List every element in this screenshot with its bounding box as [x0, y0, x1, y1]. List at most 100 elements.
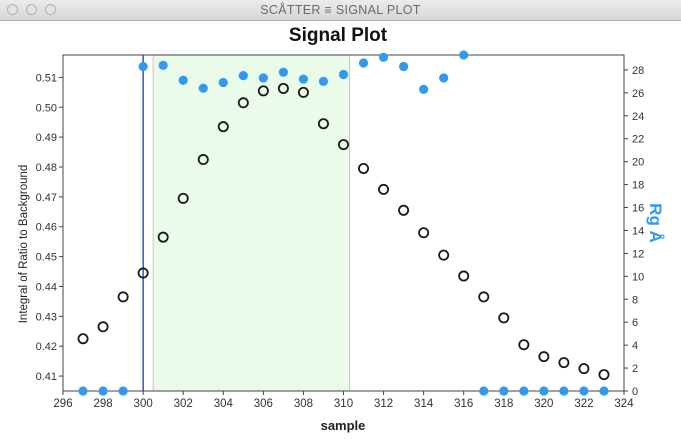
rg-point: [338, 69, 349, 80]
rg-point: [358, 58, 369, 68]
window-title: SCÅTTER ≡ SIGNAL PLOT: [260, 3, 421, 17]
rg-point: [479, 386, 489, 396]
rg-point: [318, 76, 329, 86]
zoom-window-button[interactable]: [45, 4, 56, 15]
rg-point: [158, 60, 168, 70]
signal-point: [498, 312, 510, 324]
rg-point: [378, 52, 389, 62]
signal-point: [77, 333, 89, 345]
minimize-window-button[interactable]: [26, 4, 37, 15]
rg-point: [399, 61, 409, 72]
rg-tick-label: 26: [632, 88, 644, 100]
rg-point: [559, 386, 569, 396]
rg-tick-label: 6: [632, 317, 638, 329]
rg-point: [98, 386, 108, 396]
signal-point: [418, 227, 430, 239]
signal-point: [217, 121, 229, 133]
y-tick-label: 0.42: [36, 341, 57, 353]
selected-region: [153, 55, 350, 391]
y-tick-label: 0.50: [36, 102, 57, 114]
x-tick-label: 306: [254, 398, 273, 410]
signal-point: [518, 339, 530, 351]
window-titlebar: SCÅTTER ≡ SIGNAL PLOT: [0, 0, 681, 21]
signal-point: [378, 183, 390, 195]
y-tick-label: 0.45: [36, 252, 57, 264]
x-tick-label: 310: [334, 398, 353, 410]
signal-point: [277, 82, 289, 94]
rg-point: [599, 386, 609, 396]
x-tick-label: 298: [93, 398, 112, 410]
rg-tick-label: 24: [632, 111, 644, 123]
rg-tick-label: 20: [632, 157, 644, 169]
signal-point: [438, 249, 450, 261]
rg-tick-label: 8: [632, 294, 638, 306]
rg-tick-label: 2: [632, 363, 638, 375]
y-tick-label: 0.47: [36, 192, 57, 204]
x-tick-label: 322: [574, 398, 593, 410]
rg-point: [218, 77, 228, 88]
signal-point: [137, 267, 149, 279]
x-tick-label: 318: [494, 398, 513, 410]
y-tick-label: 0.41: [36, 371, 57, 383]
signal-point: [257, 85, 269, 97]
signal-point: [317, 118, 329, 130]
rg-axis-label: Rg Å: [646, 203, 665, 243]
signal-point: [538, 351, 550, 363]
signal-plot-chart[interactable]: Signal Plot sample Integral of Ratio to …: [0, 20, 681, 440]
rg-point: [298, 74, 309, 84]
x-axis-label: sample: [321, 418, 366, 433]
rg-point: [519, 386, 529, 396]
close-window-button[interactable]: [7, 4, 18, 15]
signal-point: [458, 270, 470, 282]
rg-point: [579, 386, 589, 396]
signal-point: [598, 369, 610, 381]
rg-point: [539, 386, 549, 396]
x-tick-label: 296: [53, 398, 72, 410]
x-tick-label: 304: [214, 398, 234, 410]
signal-point: [358, 162, 370, 174]
rg-point: [419, 84, 429, 95]
signal-point: [578, 363, 590, 375]
x-tick-label: 308: [294, 398, 313, 410]
signal-point: [157, 231, 169, 243]
rg-point: [459, 50, 469, 60]
rg-point: [118, 386, 128, 396]
signal-point: [177, 192, 189, 204]
x-tick-label: 324: [614, 398, 634, 410]
signal-point: [297, 86, 309, 98]
signal-point: [558, 357, 570, 369]
y-tick-label: 0.51: [36, 72, 57, 84]
signal-point: [197, 154, 209, 166]
rg-point: [78, 386, 88, 396]
rg-tick-label: 22: [632, 134, 644, 146]
signal-point: [337, 139, 349, 151]
rg-tick-label: 10: [632, 271, 644, 283]
y-axis-label: Integral of Ratio to Background: [18, 165, 30, 324]
signal-point: [117, 291, 129, 303]
rg-point: [198, 83, 208, 93]
y-tick-label: 0.44: [36, 281, 57, 293]
rg-tick-label: 4: [632, 340, 638, 352]
rg-tick-label: 14: [632, 225, 644, 237]
x-tick-label: 320: [534, 398, 553, 410]
rg-point: [138, 61, 148, 72]
rg-point: [278, 67, 288, 77]
rg-tick-label: 0: [632, 386, 638, 398]
signal-point: [478, 291, 490, 303]
rg-point: [499, 386, 509, 396]
y-tick-label: 0.48: [36, 162, 57, 174]
rg-tick-label: 16: [632, 203, 644, 215]
rg-point: [178, 75, 188, 85]
y-tick-label: 0.43: [36, 311, 57, 323]
rg-tick-label: 28: [632, 65, 644, 77]
x-tick-label: 312: [374, 398, 393, 410]
rg-point: [439, 73, 449, 83]
signal-point: [97, 321, 109, 333]
x-tick-label: 300: [134, 398, 153, 410]
y-tick-label: 0.46: [36, 222, 57, 234]
x-tick-label: 316: [454, 398, 473, 410]
rg-point: [258, 73, 268, 83]
rg-tick-label: 18: [632, 180, 644, 192]
chart-title: Signal Plot: [289, 25, 388, 46]
